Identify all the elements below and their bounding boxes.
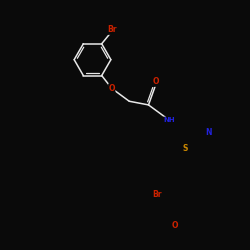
Text: NH: NH [163, 117, 175, 123]
Text: O: O [108, 84, 115, 93]
Text: O: O [172, 221, 178, 230]
Text: O: O [152, 78, 159, 86]
Text: S: S [183, 144, 188, 153]
Text: Br: Br [107, 26, 117, 35]
Text: N: N [205, 128, 211, 136]
Text: Br: Br [152, 190, 162, 199]
